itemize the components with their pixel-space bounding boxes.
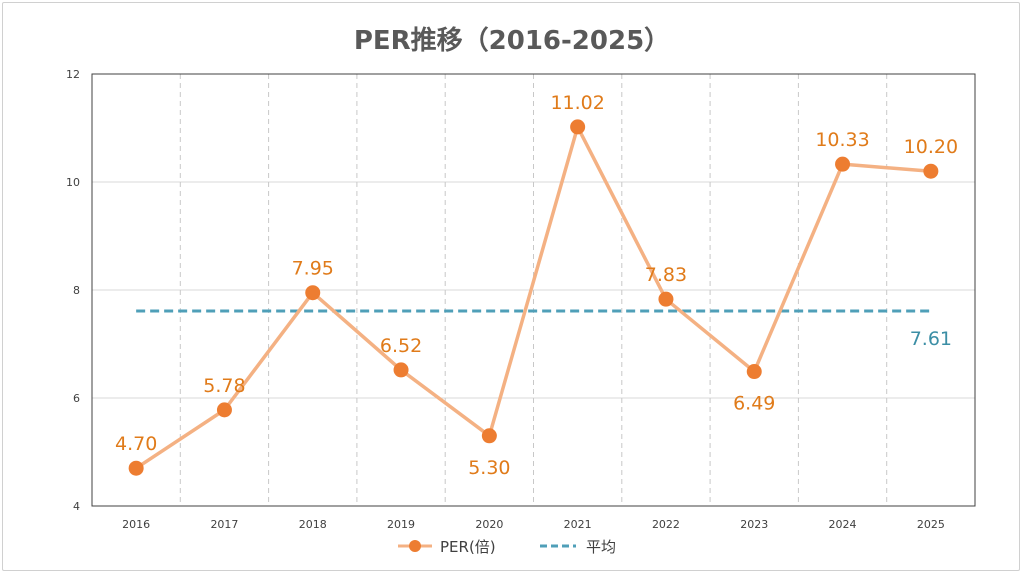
x-tick-label: 2019	[387, 518, 415, 531]
per-point	[128, 460, 144, 476]
data-label: 6.49	[733, 393, 775, 415]
x-tick-label: 2025	[917, 518, 945, 531]
x-tick-label: 2017	[210, 518, 238, 531]
per-point	[658, 291, 674, 307]
data-label: 11.02	[550, 92, 604, 114]
average-label: 7.61	[910, 328, 952, 350]
legend[interactable]: PER(倍) 平均	[398, 538, 616, 556]
y-tick-label: 12	[66, 68, 80, 81]
x-tick-label: 2016	[122, 518, 150, 531]
average-series: 7.61	[136, 309, 952, 350]
y-tick-label: 6	[73, 392, 80, 405]
legend-item-average[interactable]: 平均	[540, 538, 616, 556]
per-point	[481, 428, 497, 444]
legend-average-label: 平均	[586, 538, 616, 556]
x-axis-ticks: 2016 2017 2018 2019 2020 2021 2022 2023 2024 2025	[122, 518, 945, 531]
per-point	[570, 119, 586, 135]
data-label: 5.30	[468, 457, 510, 479]
data-label: 4.70	[115, 433, 157, 455]
x-tick-label: 2023	[740, 518, 768, 531]
data-labels: 4.70 5.78 7.95 6.52 5.30 11.02 7.83 6.49 10.33 10…	[115, 92, 958, 479]
y-tick-label: 4	[73, 500, 80, 513]
per-point	[923, 163, 939, 179]
y-tick-label: 10	[66, 176, 80, 189]
data-label: 10.20	[904, 136, 958, 158]
data-label: 7.95	[292, 258, 334, 280]
per-point	[746, 364, 762, 380]
y-axis-ticks: 4 6 8 10 12	[66, 68, 80, 513]
y-tick-label: 8	[73, 284, 80, 297]
data-label: 7.83	[645, 264, 687, 286]
x-tick-label: 2024	[829, 518, 857, 531]
data-label: 5.78	[203, 375, 245, 397]
per-point	[216, 402, 232, 418]
gridlines	[91, 73, 976, 507]
legend-item-per[interactable]: PER(倍)	[398, 538, 496, 556]
legend-per-label: PER(倍)	[440, 538, 496, 556]
per-line	[135, 125, 931, 470]
per-point	[393, 362, 409, 378]
per-series	[128, 119, 939, 476]
x-tick-label: 2020	[475, 518, 503, 531]
x-tick-label: 2021	[564, 518, 592, 531]
x-tick-label: 2018	[299, 518, 327, 531]
x-tick-label: 2022	[652, 518, 680, 531]
plot-border	[91, 73, 976, 507]
legend-per-marker	[409, 540, 421, 552]
data-label: 6.52	[380, 335, 422, 357]
data-label: 10.33	[815, 129, 869, 151]
per-point	[835, 156, 851, 172]
chart-title: PER推移（2016-2025）	[354, 26, 670, 56]
per-point	[305, 285, 321, 301]
